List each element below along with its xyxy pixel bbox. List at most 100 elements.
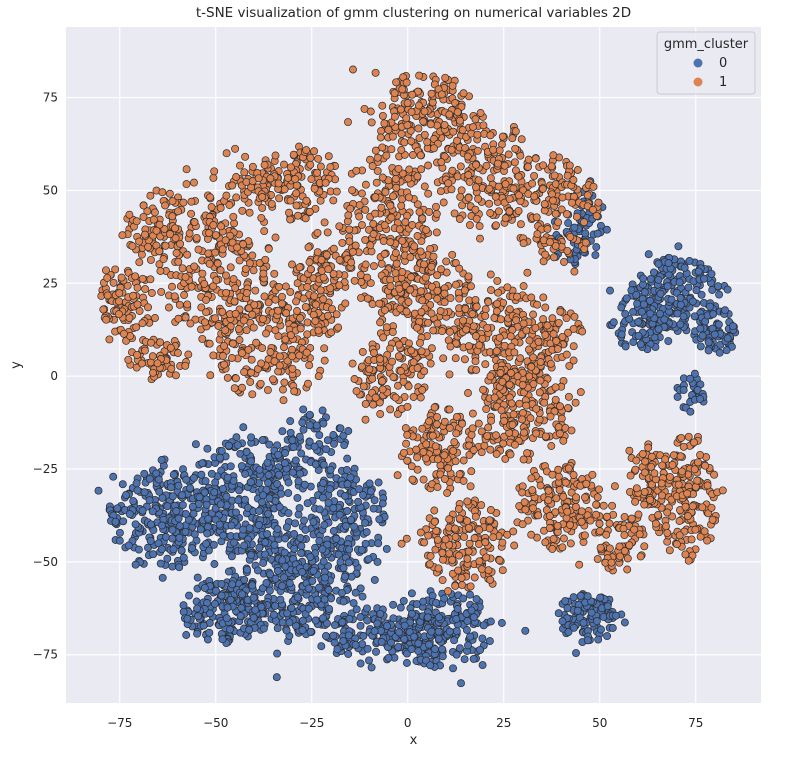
scatter-point-cluster-0 [343,454,352,463]
scatter-point-cluster-1 [413,453,422,462]
scatter-point-cluster-0 [285,618,294,627]
scatter-point-cluster-1 [209,351,218,360]
scatter-point-cluster-1 [551,395,560,404]
scatter-point-cluster-1 [217,222,225,231]
scatter-point-cluster-1 [440,451,449,460]
scatter-point-cluster-0 [423,613,432,622]
scatter-point-cluster-1 [484,566,493,575]
scatter-point-cluster-1 [387,213,396,222]
scatter-point-cluster-1 [222,149,231,158]
scatter-point-cluster-1 [594,198,603,207]
scatter-point-cluster-0 [263,530,272,539]
scatter-point-cluster-0 [222,614,231,623]
scatter-point-cluster-0 [226,462,235,471]
scatter-point-cluster-1 [220,341,228,350]
scatter-point-cluster-1 [474,419,483,428]
scatter-point-cluster-0 [273,649,282,658]
scatter-point-cluster-0 [189,474,198,482]
scatter-point-cluster-0 [573,606,582,615]
scatter-point-cluster-1 [251,286,260,295]
scatter-point-cluster-1 [471,205,480,214]
scatter-point-cluster-1 [286,163,295,172]
scatter-point-cluster-0 [238,590,247,599]
scatter-point-cluster-0 [297,449,306,458]
scatter-point-cluster-0 [377,638,386,646]
scatter-point-cluster-0 [620,618,629,627]
scatter-point-cluster-0 [291,519,300,528]
scatter-point-cluster-0 [232,433,241,442]
scatter-point-cluster-1 [408,475,417,484]
scatter-point-cluster-0 [222,492,231,501]
scatter-point-cluster-0 [286,428,295,437]
scatter-point-cluster-0 [318,406,327,415]
scatter-point-cluster-0 [113,504,122,513]
scatter-point-cluster-1 [487,416,496,425]
scatter-point-cluster-0 [158,573,167,582]
scatter-point-cluster-1 [433,413,442,422]
scatter-point-cluster-1 [410,242,419,251]
scatter-point-cluster-0 [174,481,183,490]
scatter-point-cluster-0 [186,484,195,493]
scatter-point-cluster-1 [455,551,463,560]
scatter-point-cluster-1 [201,318,209,327]
scatter-point-cluster-0 [319,460,328,469]
scatter-point-cluster-0 [295,504,304,513]
scatter-point-cluster-1 [344,118,352,127]
scatter-point-cluster-1 [376,318,385,327]
scatter-point-cluster-0 [452,615,461,623]
scatter-point-cluster-1 [455,294,464,303]
scatter-point-cluster-1 [532,404,541,413]
scatter-point-cluster-0 [324,498,333,507]
scatter-point-cluster-0 [198,459,207,468]
scatter-point-cluster-0 [660,315,669,324]
scatter-point-cluster-1 [378,143,387,152]
scatter-point-cluster-1 [230,384,239,393]
scatter-point-cluster-1 [367,118,376,127]
scatter-point-cluster-1 [551,383,560,392]
scatter-point-cluster-1 [475,222,484,231]
scatter-point-cluster-1 [305,207,314,216]
scatter-point-cluster-1 [419,475,428,484]
scatter-point-cluster-1 [533,300,542,309]
scatter-point-cluster-1 [393,471,402,480]
scatter-point-cluster-0 [122,491,130,499]
scatter-point-cluster-0 [427,627,436,636]
scatter-point-cluster-0 [485,637,494,646]
scatter-point-cluster-0 [333,645,342,654]
scatter-point-cluster-0 [240,541,249,550]
scatter-point-cluster-0 [233,441,242,450]
scatter-point-cluster-1 [533,230,542,239]
scatter-point-cluster-1 [209,221,218,230]
scatter-point-cluster-0 [639,300,648,309]
scatter-point-cluster-1 [482,161,491,170]
scatter-point-cluster-0 [347,515,355,524]
scatter-point-cluster-0 [266,570,275,579]
scatter-point-cluster-1 [249,266,258,275]
scatter-point-cluster-1 [526,414,535,423]
scatter-point-cluster-0 [680,263,689,272]
scatter-point-cluster-0 [323,619,331,628]
scatter-point-cluster-1 [313,228,322,237]
scatter-point-cluster-1 [403,456,412,465]
scatter-point-cluster-1 [247,355,256,364]
scatter-point-cluster-1 [310,184,319,193]
scatter-point-cluster-1 [361,399,370,408]
scatter-point-cluster-0 [344,427,353,435]
scatter-point-cluster-1 [524,162,532,171]
scatter-point-cluster-1 [211,231,220,240]
scatter-point-cluster-0 [326,465,335,474]
scatter-point-cluster-1 [546,412,555,421]
scatter-point-cluster-1 [482,405,491,414]
scatter-point-cluster-1 [415,207,424,216]
scatter-point-cluster-0 [606,286,614,295]
scatter-point-cluster-1 [405,193,413,202]
scatter-point-cluster-0 [278,427,287,436]
scatter-point-cluster-1 [519,319,528,328]
scatter-point-cluster-1 [439,354,448,363]
scatter-point-cluster-1 [397,201,406,210]
scatter-point-cluster-0 [259,558,268,567]
scatter-point-cluster-1 [413,172,422,181]
scatter-point-cluster-0 [336,424,345,433]
scatter-point-cluster-1 [149,215,158,224]
scatter-point-cluster-0 [318,545,327,554]
